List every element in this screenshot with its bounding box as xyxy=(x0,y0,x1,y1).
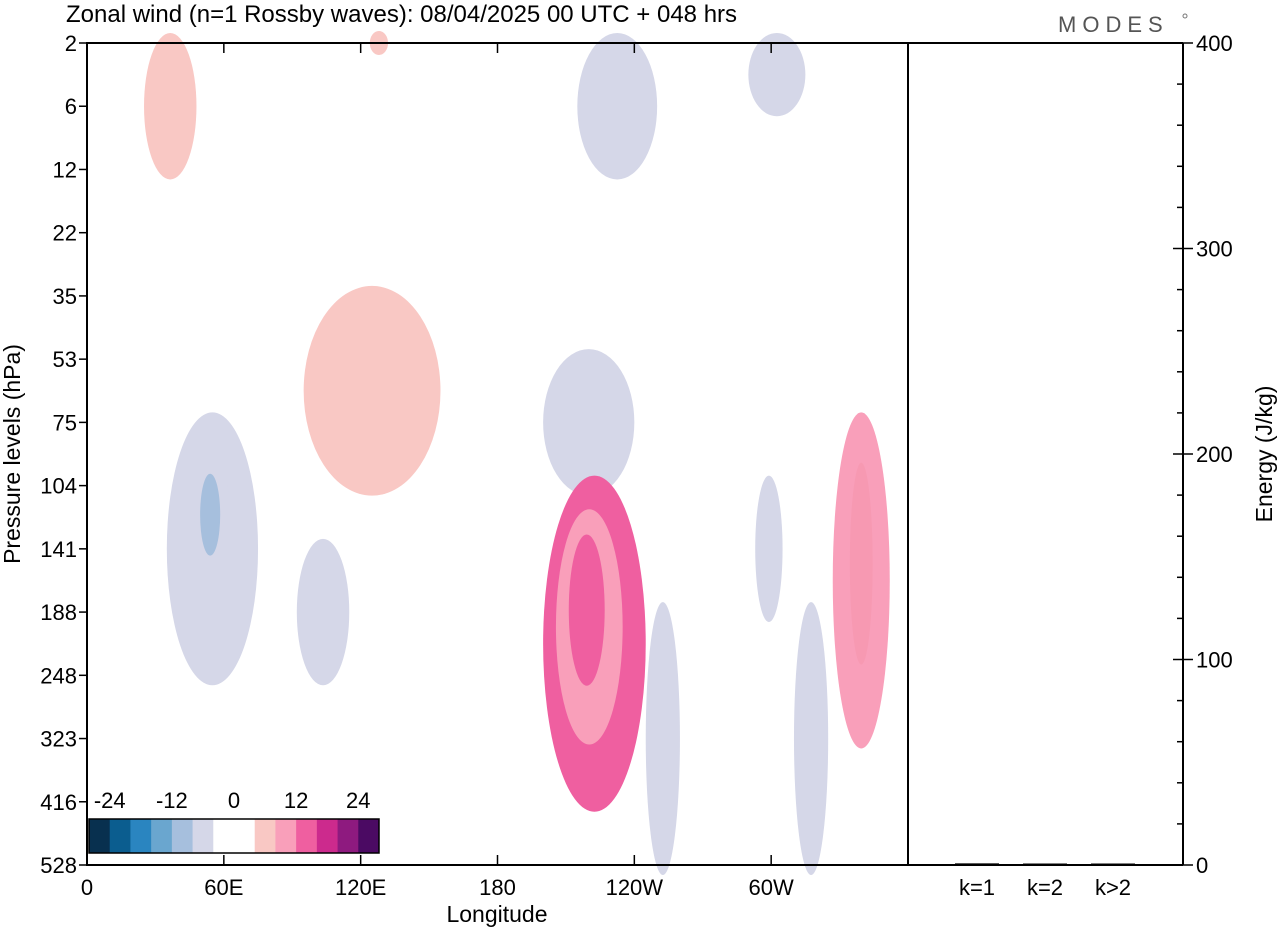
contour-feature-6-core xyxy=(200,473,221,556)
y-tick-label: 104 xyxy=(40,474,77,499)
x-axis-title: Longitude xyxy=(446,901,547,927)
contour-field xyxy=(144,31,890,875)
y-tick-label: 22 xyxy=(53,221,77,246)
energy-tick-label: 200 xyxy=(1196,442,1233,467)
colorbar-swatch-2 xyxy=(109,819,131,853)
x-tick-label: 0 xyxy=(81,875,93,900)
energy-category-label: k=2 xyxy=(1027,875,1063,900)
energy-bar-k=2 xyxy=(1023,863,1067,865)
contour-feature-10 xyxy=(645,602,680,875)
colorbar-swatch-9 xyxy=(254,819,276,853)
contour-feature-8 xyxy=(543,349,635,496)
modes-logo: MODES xyxy=(1058,12,1169,37)
y-axis: 2 6 12 22 35 53 75 104 141 188 248 323 416 528 xyxy=(40,31,87,878)
x-tick-label: 60E xyxy=(204,875,243,900)
x-axis: 0 60E 120E 180 120W 60W xyxy=(81,43,794,900)
colorbar-swatch-13 xyxy=(337,819,359,853)
colorbar: -24 -12 0 12 24 xyxy=(87,782,381,855)
energy-tick-label: 0 xyxy=(1196,853,1208,878)
y-tick-label: 141 xyxy=(40,537,77,562)
colorbar-tick-label: 12 xyxy=(284,788,308,813)
registered-mark-icon xyxy=(1182,13,1188,19)
colorbar-swatch-12 xyxy=(316,819,339,853)
y-tick-label: 35 xyxy=(53,284,77,309)
colorbar-swatch-10 xyxy=(275,819,297,853)
colorbar-frame xyxy=(88,818,380,854)
colorbar-tick-label: -12 xyxy=(156,788,188,813)
colorbar-swatch-14 xyxy=(358,819,380,853)
y-tick-label: 75 xyxy=(53,410,77,435)
x-tick-label: 120E xyxy=(335,875,386,900)
colorbar-tick-label: 24 xyxy=(346,788,370,813)
contour-feature-5 xyxy=(303,285,441,496)
contour-feature-1 xyxy=(144,33,197,180)
energy-bar-k=1 xyxy=(955,863,999,865)
energy-tick-label: 400 xyxy=(1196,31,1233,56)
y-tick-label: 416 xyxy=(40,790,77,815)
colorbar-swatch-7 xyxy=(213,819,235,853)
contour-feature-9-core xyxy=(568,534,605,686)
colorbar-tick-label: -24 xyxy=(94,788,126,813)
x-tick-label: 180 xyxy=(479,875,516,900)
chart-title: Zonal wind (n=1 Rossby waves): 08/04/202… xyxy=(66,1,737,28)
energy-bars xyxy=(955,863,1135,865)
y-tick-label: 2 xyxy=(65,31,77,56)
colorbar-swatch-4 xyxy=(151,819,173,853)
y-tick-label: 188 xyxy=(40,600,77,625)
energy-axis-title: Energy (J/kg) xyxy=(1251,386,1277,523)
contour-feature-13-core xyxy=(849,462,873,665)
energy-tick-label: 100 xyxy=(1196,648,1233,673)
colorbar-swatch-3 xyxy=(130,819,152,853)
colorbar-swatch-5 xyxy=(171,819,194,853)
contour-feature-11 xyxy=(755,475,783,623)
y-tick-label: 6 xyxy=(65,94,77,119)
energy-category-label: k=1 xyxy=(959,875,995,900)
colorbar-swatch-6 xyxy=(192,819,214,853)
y-tick-label: 528 xyxy=(40,853,77,878)
y-tick-label: 248 xyxy=(40,663,77,688)
y-axis-title: Pressure levels (hPa) xyxy=(0,344,25,564)
y-tick-label: 53 xyxy=(53,347,77,372)
energy-axis: 0 100 200 300 400 xyxy=(1173,31,1233,878)
energy-tick-label: 300 xyxy=(1196,237,1233,262)
x-tick-label: 60W xyxy=(749,875,794,900)
contour-feature-7 xyxy=(296,538,350,686)
colorbar-swatch-1 xyxy=(89,819,111,853)
energy-category-label: k>2 xyxy=(1095,875,1131,900)
energy-bar-k>2 xyxy=(1091,863,1135,865)
contour-feature-3 xyxy=(577,33,658,180)
colorbar-swatch-11 xyxy=(296,819,318,853)
contour-feature-12 xyxy=(793,602,829,875)
colorbar-swatch-8 xyxy=(234,819,256,853)
contour-feature-4 xyxy=(748,33,806,117)
x-tick-label: 120W xyxy=(606,875,664,900)
y-tick-label: 323 xyxy=(40,727,77,752)
y-tick-label: 12 xyxy=(53,157,77,182)
colorbar-tick-label: 0 xyxy=(228,788,240,813)
energy-categories: k=1 k=2 k>2 xyxy=(959,875,1131,900)
